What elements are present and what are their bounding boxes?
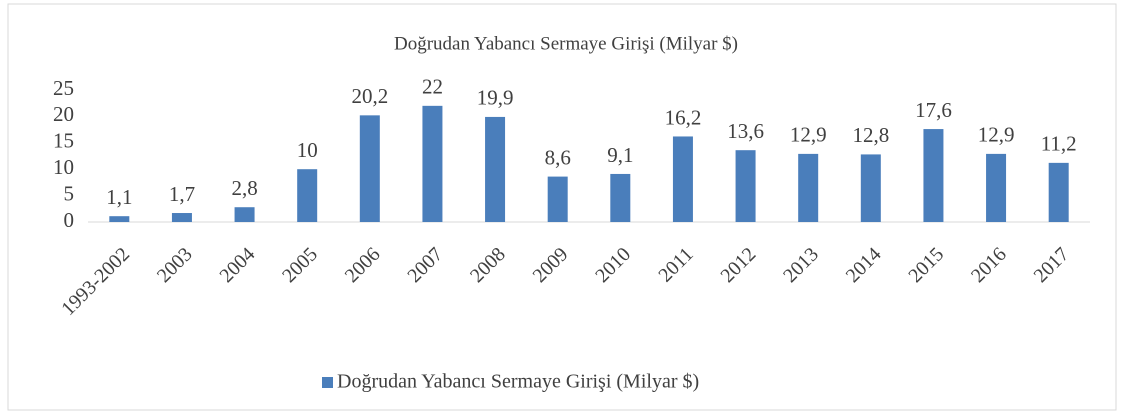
bar (297, 169, 318, 222)
data-label: 16,2 (665, 105, 702, 129)
bar (798, 153, 819, 222)
bar (735, 150, 756, 222)
bar (547, 176, 568, 222)
y-tick-label: 5 (64, 181, 75, 205)
bar (1048, 162, 1069, 222)
bar (986, 153, 1007, 222)
chart-title: Doğrudan Yabancı Sermaye Girişi (Milyar … (394, 33, 738, 54)
legend-label: Doğrudan Yabancı Sermaye Girişi (Milyar … (337, 371, 699, 393)
data-label: 2,8 (231, 176, 257, 200)
data-label: 10 (297, 138, 318, 162)
data-label: 8,6 (545, 145, 571, 169)
y-tick-label: 15 (53, 129, 74, 153)
bar (923, 129, 944, 222)
legend-swatch (322, 377, 333, 388)
bar (422, 105, 443, 222)
data-label: 12,8 (852, 123, 889, 147)
data-label: 17,6 (915, 98, 952, 122)
data-label: 11,2 (1041, 132, 1077, 156)
bar (610, 173, 631, 222)
bar (109, 216, 130, 222)
bar (672, 136, 693, 222)
y-tick-label: 25 (53, 76, 74, 100)
bar (359, 115, 380, 222)
y-tick-label: 10 (53, 155, 74, 179)
data-label: 1,7 (169, 182, 195, 206)
y-tick-label: 0 (64, 208, 75, 232)
data-label: 20,2 (351, 84, 388, 108)
y-tick-label: 20 (53, 102, 74, 126)
bar (171, 213, 192, 222)
bar (860, 154, 881, 222)
data-label: 12,9 (978, 123, 1015, 147)
data-label: 1,1 (106, 185, 132, 209)
bar (485, 116, 506, 222)
data-label: 13,6 (727, 119, 764, 143)
data-label: 19,9 (477, 86, 514, 110)
data-label: 22 (422, 75, 443, 99)
data-label: 12,9 (790, 123, 827, 147)
data-label: 9,1 (607, 143, 633, 167)
bar (234, 207, 255, 222)
